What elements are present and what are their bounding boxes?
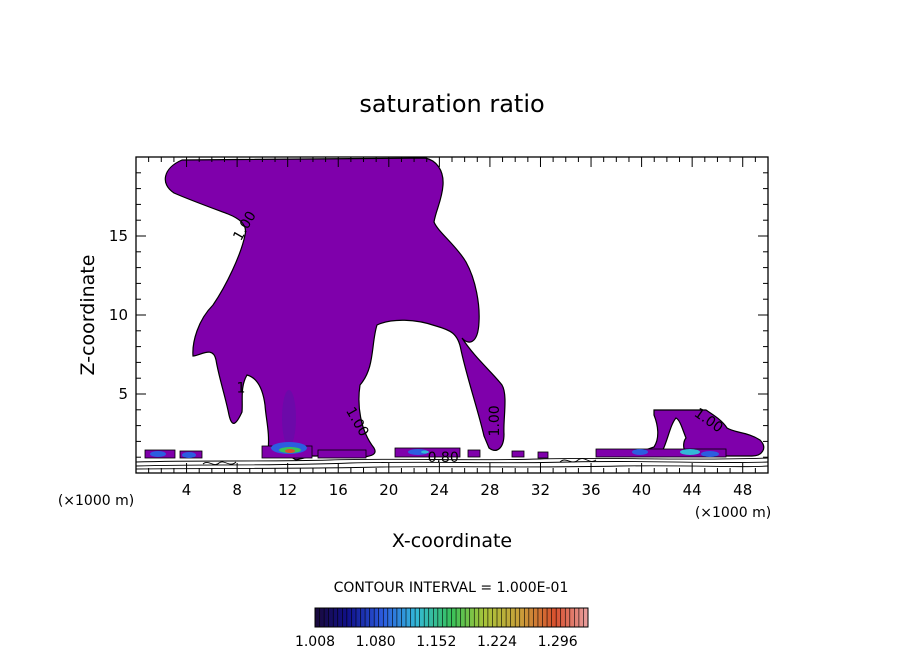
- colorbar-tick-label: 1.008: [295, 634, 335, 650]
- x-tick-label: 8: [232, 481, 242, 499]
- x-tick-label: 20: [379, 481, 398, 499]
- colorbar-tick-label: 1.080: [356, 634, 396, 650]
- x-tick-label: 28: [480, 481, 499, 499]
- x-tick-label: 24: [430, 481, 449, 499]
- x-tick-label: 48: [733, 481, 752, 499]
- colorbar: 1.008 1.080 1.152 1.224 1.296: [295, 607, 589, 650]
- chart-title: saturation ratio: [359, 90, 544, 118]
- x-tick-label: 32: [531, 481, 550, 499]
- x-unit-right: (×1000 m): [695, 505, 771, 521]
- x-tick-label: 36: [581, 481, 600, 499]
- high-value-cores: [150, 390, 719, 458]
- contour-label: 1.00: [487, 405, 503, 436]
- x-tick-label: 40: [632, 481, 651, 499]
- x-tick-label: 44: [683, 481, 702, 499]
- colorbar-hatching: [319, 608, 584, 627]
- x-axis-ticks: 4 8 12 16 20 24 28 32 36 40 44 48: [148, 157, 756, 499]
- x-axis-label: X-coordinate: [392, 530, 512, 552]
- surface-contour-lines: [136, 457, 768, 470]
- contour-label: 1: [236, 380, 245, 396]
- x-tick-label: 16: [329, 481, 348, 499]
- y-axis-label: Z-coordinate: [77, 255, 99, 376]
- colorbar-tick-labels: 1.008 1.080 1.152 1.224 1.296: [295, 634, 578, 650]
- y-tick-label: 5: [118, 385, 128, 403]
- colorbar-tick-label: 1.224: [477, 634, 517, 650]
- y-tick-label: 10: [109, 306, 128, 324]
- x-tick-label: 4: [182, 481, 192, 499]
- x-tick-label: 12: [278, 481, 297, 499]
- y-tick-label: 15: [109, 227, 128, 245]
- x-unit-left: (×1000 m): [58, 493, 134, 509]
- contour-interval: CONTOUR INTERVAL = 1.000E-01: [334, 580, 569, 596]
- saturation-region-main: [164, 157, 506, 461]
- colorbar-tick-label: 1.152: [416, 634, 456, 650]
- colorbar-tick-label: 1.296: [538, 634, 578, 650]
- contour-label: 0.80: [428, 450, 459, 466]
- y-axis-ticks: 5 10 15: [109, 172, 768, 458]
